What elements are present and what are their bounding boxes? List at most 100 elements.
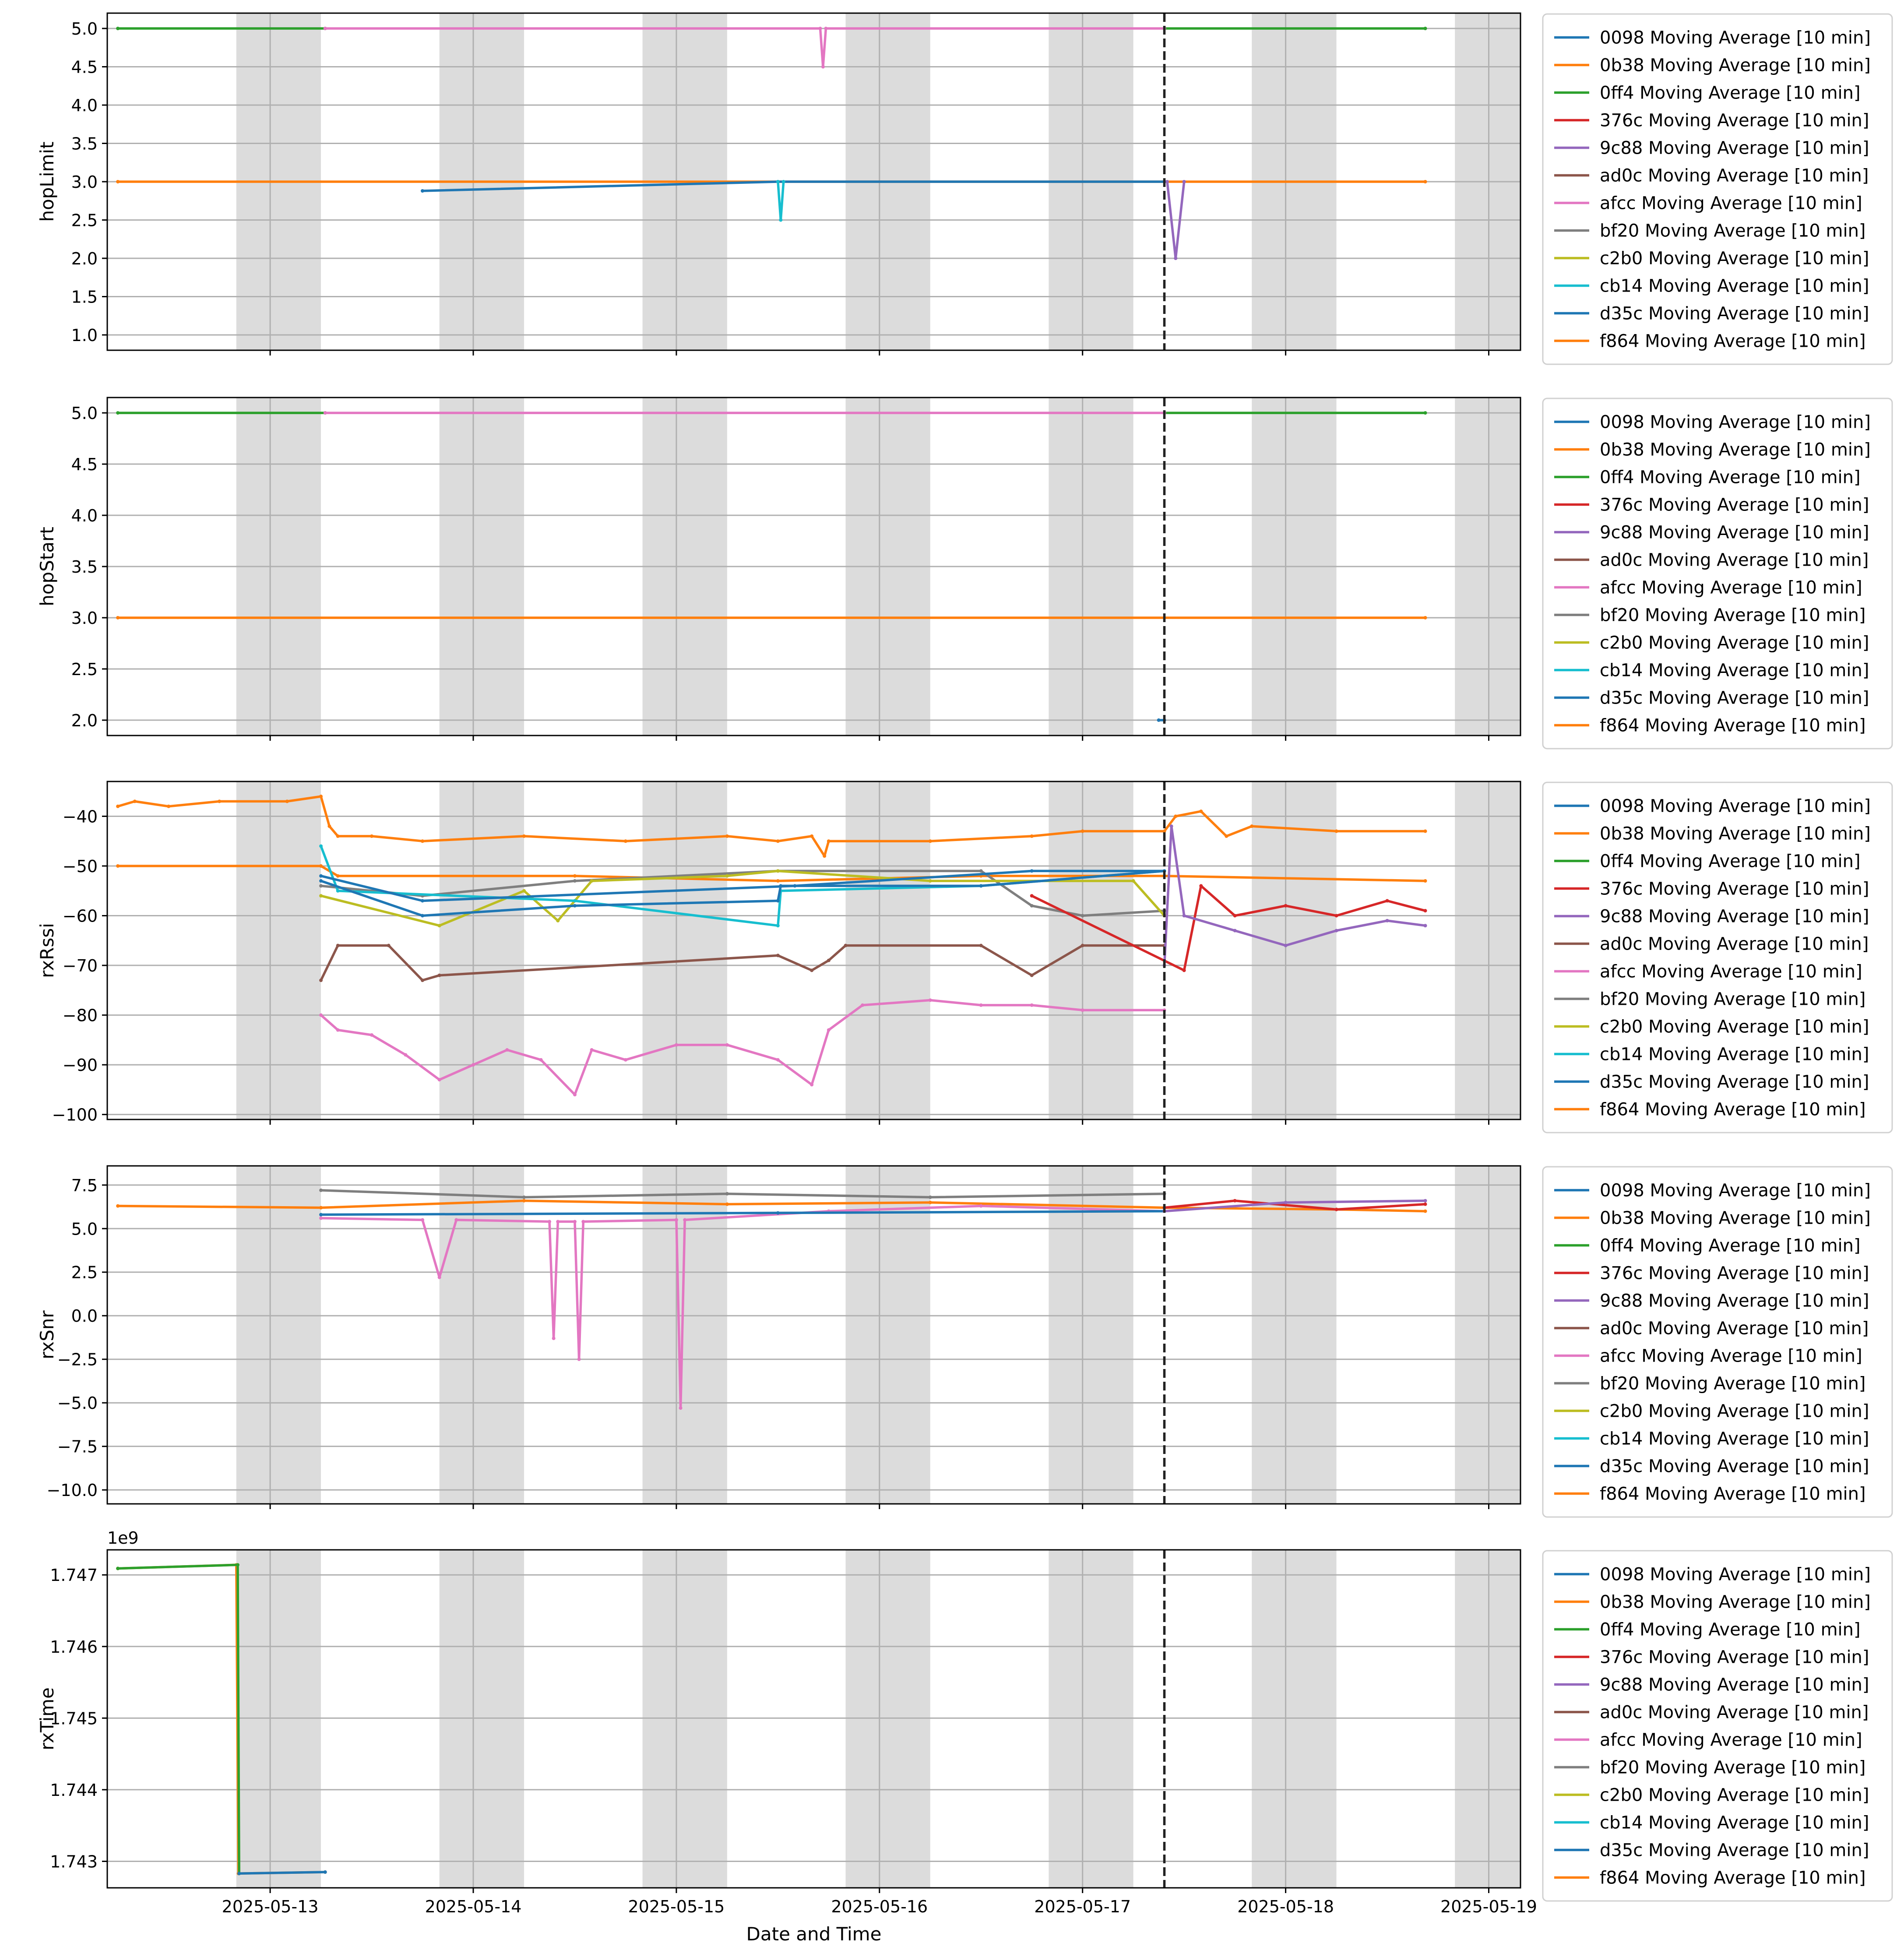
data-point [1080,943,1084,947]
legend-label: 376c Moving Average [10 min] [1600,879,1869,899]
data-point [1250,824,1254,828]
legend-label: d35c Moving Average [10 min] [1600,688,1869,708]
data-point [844,943,848,947]
data-point [1174,814,1178,818]
data-point [1131,879,1135,883]
data-point [573,904,577,908]
data-point [1385,919,1389,922]
y-tick-label: 3.5 [71,134,98,154]
y-offset-text: 1e9 [107,1528,139,1548]
data-point [1423,411,1427,415]
data-point [725,1043,729,1047]
x-tick-label: 2025-05-13 [222,1897,319,1916]
data-point [116,864,120,868]
data-point [421,1218,425,1222]
legend-label: afcc Moving Average [10 min] [1600,194,1862,214]
data-point [793,884,797,888]
data-point [319,1206,323,1210]
y-tick-label: −70 [63,956,98,975]
legend-label: cb14 Moving Average [10 min] [1600,1813,1869,1833]
y-axis-label: rxSnr [36,1310,58,1359]
chart-panel-rxRssi: −100 −90 −80 −70 −60 −50 −40 rxRssi 0098 Moving … [36,781,1893,1133]
legend-label: 0b38 Moving Average [10 min] [1600,824,1871,844]
data-point [1030,869,1034,873]
data-point [387,943,391,947]
data-point [319,844,323,848]
data-point [1423,879,1427,883]
y-tick-label: 2.5 [71,1263,98,1282]
data-point [336,834,340,838]
data-point [522,1195,526,1199]
data-point [539,1058,543,1062]
data-point [285,799,289,803]
data-point [1423,909,1427,913]
data-point [979,884,983,888]
y-tick-label: 5.0 [71,1219,98,1239]
data-point [1199,810,1203,813]
data-point [437,1078,441,1082]
data-point [1182,968,1186,972]
legend-label: 0ff4 Moving Average [10 min] [1600,83,1861,103]
legend-label: cb14 Moving Average [10 min] [1600,1045,1869,1065]
data-point [590,1048,594,1052]
legend-label: bf20 Moving Average [10 min] [1600,221,1866,241]
legend-box [1542,1550,1893,1902]
night-band [236,781,321,1119]
night-band [845,1166,930,1504]
data-point [404,1053,408,1057]
y-tick-label: −7.5 [57,1437,98,1457]
y-tick-label: 4.5 [71,58,98,77]
y-tick-label: 1.743 [50,1852,98,1871]
data-point [1423,616,1427,619]
legend-label: f864 Moving Average [10 min] [1600,1100,1866,1120]
data-point [116,27,120,30]
data-point [573,899,577,903]
data-point [818,27,822,30]
data-point [336,874,340,878]
legend-box [1542,13,1893,365]
data-point [116,804,120,808]
legend-label: 0b38 Moving Average [10 min] [1600,1592,1871,1612]
x-tick-label: 2025-05-17 [1034,1897,1131,1916]
data-point [1080,829,1084,833]
data-point [421,914,425,918]
legend-label: 0b38 Moving Average [10 min] [1600,440,1871,460]
y-tick-label: 4.0 [71,506,98,525]
night-band [1049,1550,1133,1888]
data-point [1284,943,1288,947]
data-point [928,839,932,843]
y-tick-label: −2.5 [57,1350,98,1369]
x-tick-label: 2025-05-15 [628,1897,725,1916]
data-point [573,874,577,878]
legend: 0098 Moving Average [10 min] 0b38 Moving … [1542,1550,1893,1902]
y-axis-label: rxRssi [36,923,58,978]
y-tick-label: 2.0 [71,711,98,730]
data-point [552,1336,556,1340]
data-point [1080,1008,1084,1012]
x-tick-label: 2025-05-18 [1237,1897,1334,1916]
legend: 0098 Moving Average [10 min] 0b38 Moving … [1542,781,1893,1133]
data-point [319,1013,323,1017]
data-point [547,1220,551,1224]
data-point [776,879,780,883]
data-point [336,1028,340,1032]
y-tick-label: −10.0 [47,1481,98,1500]
night-band [1049,1166,1133,1504]
legend-label: f864 Moving Average [10 min] [1600,331,1866,352]
legend-label: f864 Moving Average [10 min] [1600,716,1866,736]
data-point [928,1195,932,1199]
gridlines [107,1550,1520,1888]
legend-label: 0098 Moving Average [10 min] [1600,28,1871,48]
data-point [437,924,441,928]
legend-label: 0098 Moving Average [10 min] [1600,1565,1871,1585]
legend-label: 0ff4 Moving Average [10 min] [1600,468,1861,488]
legend-label: 0098 Moving Average [10 min] [1600,412,1871,433]
y-tick-label: −90 [63,1056,98,1075]
legend-label: 376c Moving Average [10 min] [1600,111,1869,131]
data-point [776,180,780,183]
data-point [522,1199,526,1203]
data-point [1162,829,1166,833]
data-point [1423,924,1427,928]
data-point [1233,914,1237,918]
series-line [118,1199,1425,1213]
